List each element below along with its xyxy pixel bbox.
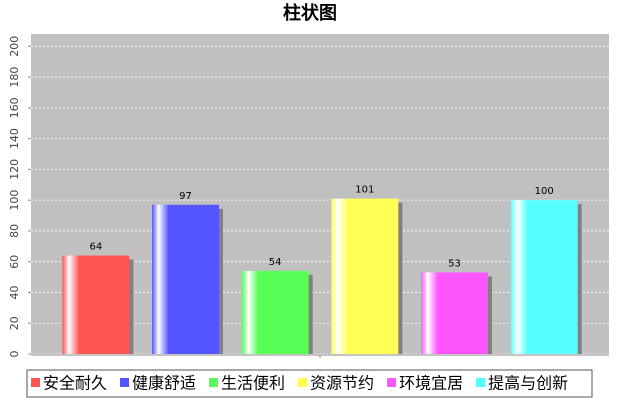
legend-label: 生活便利 [221,374,285,393]
y-tick-label: 60 [8,255,21,269]
value-label: 54 [269,257,282,268]
bar [421,272,488,354]
value-label: 101 [355,185,374,196]
y-tick-label: 100 [8,190,21,211]
y-tick-label: 80 [8,224,21,238]
y-tick-label: 140 [8,128,21,149]
legend-swatch [209,378,219,387]
legend-label: 提高与创新 [488,374,568,393]
bar [241,270,309,354]
y-tick-label: 20 [8,316,21,330]
value-label: 100 [535,186,554,197]
y-tick-label: 0 [8,351,21,358]
bar [331,198,399,354]
legend-swatch [476,378,486,387]
y-tick-label: 200 [8,36,21,57]
legend-label: 安全耐久 [43,374,107,393]
legend-label: 环境宜居 [399,374,463,393]
y-tick-label: 160 [8,97,21,118]
bar [510,200,578,354]
legend-swatch [31,378,40,387]
legend-label: 健康舒适 [132,374,196,393]
legend-swatch [387,378,397,387]
bar [152,204,219,354]
y-tick-label: 120 [8,159,21,180]
y-tick-label: 40 [8,285,21,299]
bar [62,255,130,354]
value-label: 64 [89,242,102,253]
legend-swatch [298,378,308,387]
y-tick-label: 180 [8,67,21,88]
chart-title: 柱状图 [283,2,337,24]
legend-label: 资源节约 [310,374,374,393]
value-label: 97 [179,191,192,202]
value-label: 53 [448,258,461,269]
legend-swatch [120,378,130,387]
